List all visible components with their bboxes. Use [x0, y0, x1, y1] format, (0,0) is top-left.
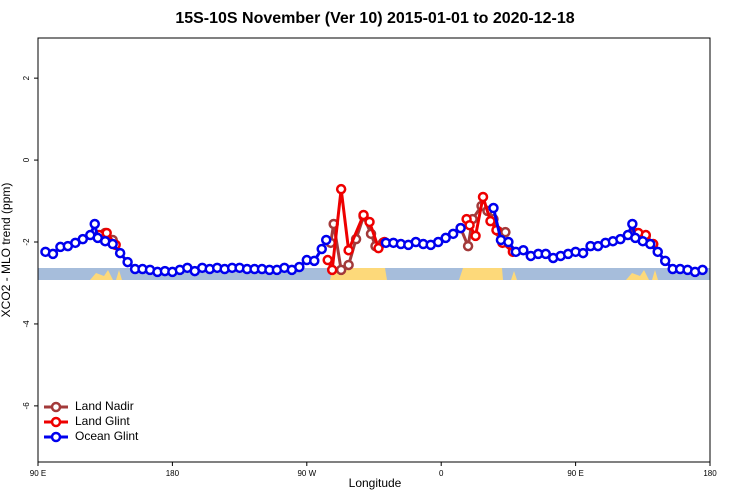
data-point [615, 233, 626, 245]
data-point [114, 247, 126, 259]
data-point [77, 233, 89, 245]
data-point [503, 236, 514, 248]
land-area [459, 268, 503, 280]
land-area [90, 270, 113, 280]
data-point [470, 230, 481, 242]
y-axis-label: XCO2 - MLO trend (ppm) [0, 183, 13, 318]
data-point [540, 248, 551, 260]
land-area [626, 270, 649, 280]
data-point [358, 209, 369, 221]
legend-label: Land Nadir [75, 399, 134, 413]
data-point [343, 244, 354, 256]
data-point [447, 228, 459, 240]
plot-frame [37, 37, 711, 463]
data-point [697, 264, 708, 276]
data-point [652, 246, 663, 258]
legend-marker [50, 401, 62, 413]
y-tick-label: -4 [22, 320, 31, 328]
data-point [577, 247, 589, 259]
land-area [652, 270, 658, 280]
y-tick-label: -6 [22, 402, 31, 410]
x-tick-label: 90 E [30, 469, 46, 478]
x-tick-label: 180 [703, 469, 717, 478]
data-point [645, 238, 656, 250]
data-point [659, 255, 671, 267]
data-point [309, 255, 320, 267]
data-point [462, 240, 474, 252]
x-tick-label: 90 W [297, 469, 316, 478]
data-point [107, 238, 118, 250]
data-point [316, 243, 327, 255]
data-point [518, 244, 529, 256]
data-point [335, 183, 347, 195]
data-point [89, 218, 100, 230]
data-point [343, 259, 354, 271]
y-tick-label: -2 [22, 238, 31, 246]
legend-marker [50, 416, 62, 428]
y-tick-label: 0 [22, 157, 31, 162]
land-area [116, 270, 122, 280]
data-point [320, 234, 332, 246]
data-point [373, 242, 384, 254]
data-point [47, 248, 59, 260]
data-point [477, 191, 489, 203]
data-point [440, 232, 451, 244]
data-point [364, 216, 375, 228]
x-tick-label: 180 [166, 469, 180, 478]
y-tick-label: 2 [22, 75, 31, 80]
data-point [500, 226, 511, 238]
data-point [464, 219, 475, 231]
data-point [488, 202, 499, 214]
x-axis-label: Longitude [349, 476, 402, 490]
x-tick-label: 90 E [567, 469, 583, 478]
legend-marker [50, 431, 62, 443]
data-point [627, 218, 638, 230]
legend-label: Land Glint [75, 414, 130, 428]
data-point [294, 261, 305, 273]
data-point [432, 236, 444, 248]
x-tick-label: 0 [439, 469, 444, 478]
chart-title: 15S-10S November (Ver 10) 2015-01-01 to … [175, 10, 574, 27]
land-area [511, 271, 517, 280]
data-point [101, 227, 112, 239]
data-point [322, 254, 333, 266]
data-point [122, 256, 133, 268]
data-point [455, 222, 466, 234]
data-point [326, 264, 338, 276]
data-point [485, 215, 496, 227]
legend-label: Ocean Glint [75, 429, 139, 443]
